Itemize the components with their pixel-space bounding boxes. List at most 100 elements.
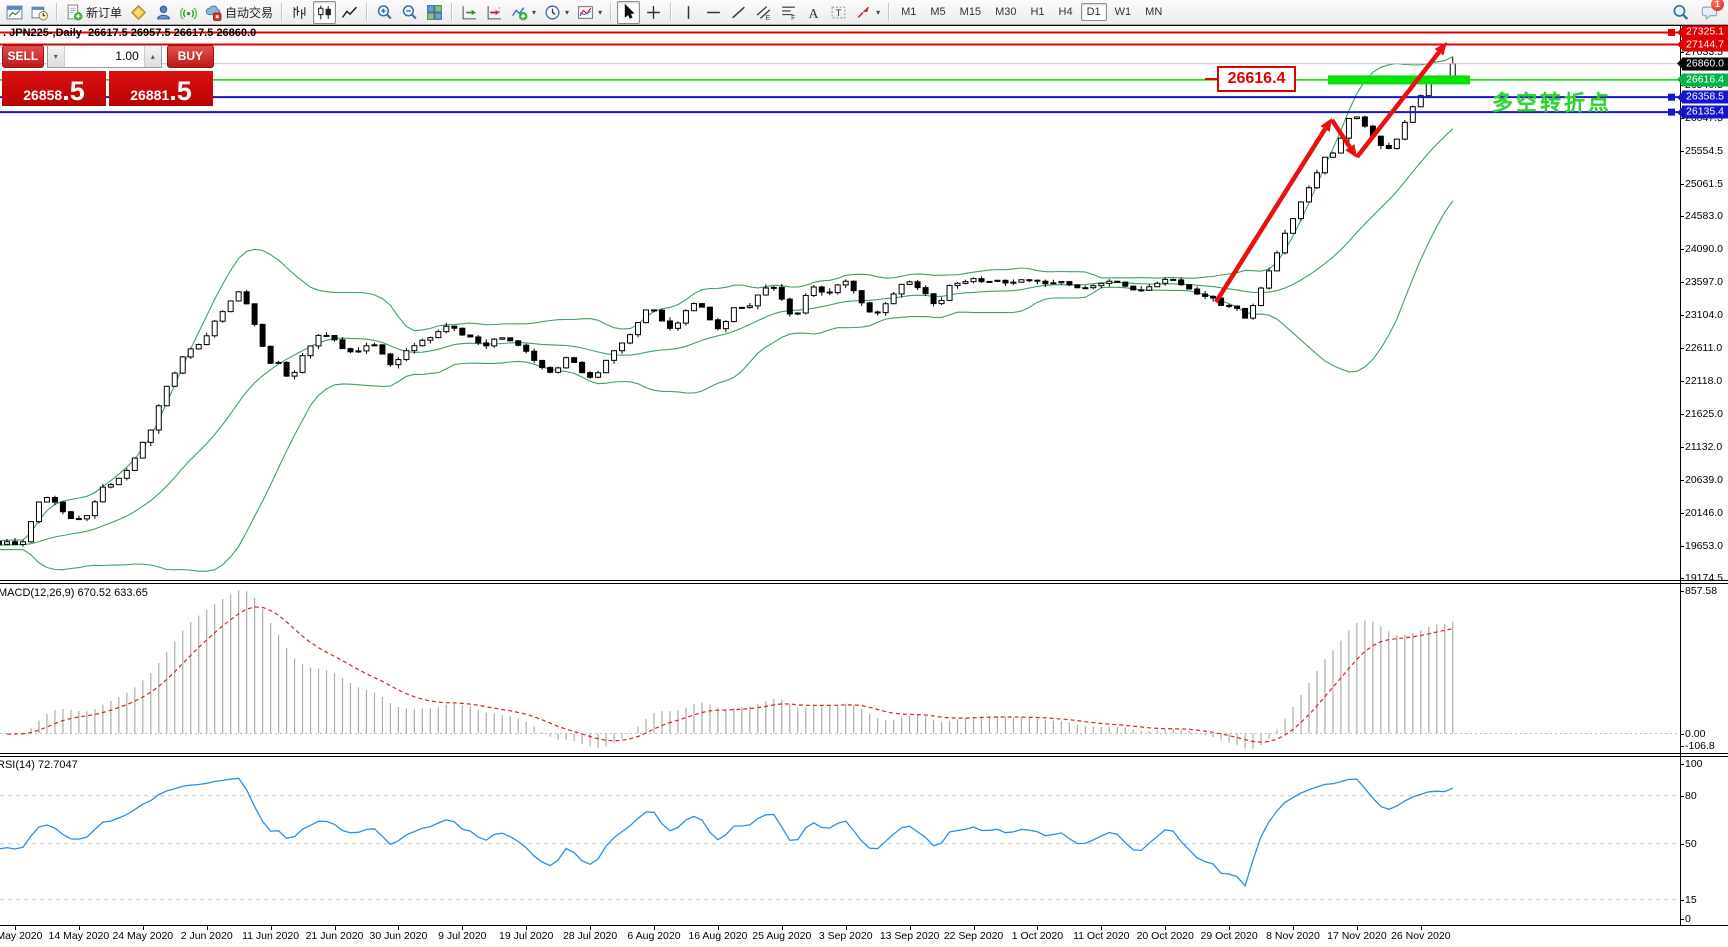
date-axis-label: 22 Sep 2020: [943, 930, 1004, 942]
macd-tick: [1680, 591, 1684, 592]
tf-d1-button[interactable]: D1: [1080, 3, 1107, 21]
date-tick: [654, 926, 655, 930]
horizontal-line-button[interactable]: [702, 1, 725, 24]
sell-price-display[interactable]: 26858.5: [2, 71, 106, 106]
date-axis-label: 3 Sep 2020: [818, 930, 873, 942]
tile-windows-button[interactable]: [423, 1, 446, 24]
sell-button[interactable]: SELL: [2, 45, 44, 68]
price-tick: [1680, 546, 1684, 547]
rsi-divider-bottom[interactable]: [0, 756, 1728, 757]
pivot-zone-text[interactable]: 多空转折点: [1492, 92, 1612, 115]
gold-diamond-button[interactable]: [127, 1, 150, 24]
toolbar-separator: [56, 3, 58, 21]
crosshair-icon: [645, 4, 662, 21]
price-badge-tip: [1677, 92, 1682, 103]
tf-m15-button[interactable]: M15: [959, 6, 982, 18]
arrows-button[interactable]: ▾: [852, 1, 883, 24]
tf-w1-button[interactable]: W1: [1114, 6, 1132, 18]
community-button[interactable]: [152, 1, 175, 24]
auto-scroll-button[interactable]: [458, 1, 481, 24]
chart-clock-icon: [31, 4, 48, 21]
date-tick: [973, 926, 975, 930]
volume-increase-button[interactable]: ▴: [144, 46, 161, 67]
zoom-out-button[interactable]: [398, 1, 421, 24]
profiles-button[interactable]: [28, 1, 51, 24]
date-tick: [526, 926, 528, 930]
search-button[interactable]: [1669, 1, 1692, 24]
candle-chart-type-button[interactable]: [313, 0, 337, 24]
indicators-button[interactable]: ▾: [508, 1, 539, 24]
date-axis-label: 28 Jul 2020: [562, 930, 618, 942]
notifications-button[interactable]: 1: [1698, 0, 1724, 24]
volume-decrease-button[interactable]: ▾: [47, 46, 64, 67]
trendline-button[interactable]: [727, 1, 750, 24]
support-line-2-handle: [1668, 108, 1675, 116]
new-order-button[interactable]: 新订单: [63, 1, 125, 24]
date-tick: [1037, 926, 1039, 930]
price-tick: [1680, 513, 1684, 514]
tf-m30-button[interactable]: M30: [995, 6, 1017, 18]
line-chart-type-button[interactable]: [338, 1, 361, 24]
price-chart[interactable]: [0, 25, 1680, 580]
cloud-stop-icon: [205, 4, 222, 21]
svg-text:F: F: [791, 14, 795, 20]
pivot-zone-bar[interactable]: [1328, 75, 1470, 85]
price-tick: [1680, 183, 1684, 185]
vline-icon: [680, 4, 697, 21]
buy-button[interactable]: BUY: [166, 45, 214, 68]
bars-type-icon: [291, 4, 308, 21]
date-axis-label: 1 Oct 2020: [1011, 930, 1064, 942]
vertical-line-button[interactable]: [677, 1, 700, 24]
pivot-level-label[interactable]: 26616.4: [1217, 66, 1296, 92]
text-label-button[interactable]: T: [827, 1, 850, 24]
price-badge-tip: [1677, 107, 1682, 118]
equidistant-channel-button[interactable]: E: [752, 1, 775, 24]
toolbar-separator: [451, 3, 454, 21]
tf-m5-button[interactable]: M5: [930, 6, 946, 18]
new-order-button-label: 新订单: [86, 5, 123, 20]
sell-price-main: 26858: [23, 86, 63, 103]
dropdown-caret-icon: ▾: [565, 7, 570, 17]
tf-mn-button[interactable]: MN: [1145, 6, 1163, 18]
text-button[interactable]: A: [802, 1, 825, 24]
new-chart-button[interactable]: [3, 1, 26, 24]
buy-price-display[interactable]: 26881.5: [109, 71, 213, 106]
support-line-1-handle: [1668, 93, 1675, 101]
arrows-icon: [855, 4, 872, 21]
templates-button[interactable]: ▾: [574, 1, 605, 24]
tf-m1-button[interactable]: M1: [901, 6, 917, 18]
zoom-in-button[interactable]: [373, 1, 396, 24]
price-axis-label: 19174.5: [1685, 572, 1723, 585]
textA-icon: A: [805, 4, 822, 21]
chart-shift-button[interactable]: [483, 1, 506, 24]
bar-chart-type-button[interactable]: [288, 1, 311, 24]
line-type-icon: [341, 4, 358, 21]
tf-h4-button[interactable]: H4: [1058, 6, 1073, 18]
tf-h1-button[interactable]: H1: [1030, 6, 1045, 18]
price-badge: 27144.7: [1677, 38, 1728, 52]
trend-arrows[interactable]: [1214, 42, 1447, 304]
price-axis-label: 21625.0: [1685, 408, 1723, 421]
date-axis-label: 11 Oct 2020: [1073, 930, 1130, 942]
auto-trading-button[interactable]: 自动交易: [202, 1, 276, 24]
volume-stepper: ▾ 1.00 ▴: [46, 45, 162, 68]
date-tick: [1420, 926, 1422, 930]
date-tick: [142, 926, 144, 930]
crosshair-button[interactable]: [642, 1, 665, 24]
indicator-plus-icon: [511, 4, 528, 21]
rsi-divider-top[interactable]: [0, 753, 1728, 754]
fibonacci-button[interactable]: F: [777, 1, 800, 24]
macd-divider-top[interactable]: [0, 580, 1728, 581]
volume-field[interactable]: 1.00: [63, 46, 145, 67]
date-axis-label: 30 Jun 2020: [369, 930, 428, 942]
level-lines[interactable]: [0, 28, 1680, 116]
cursor-button[interactable]: [617, 0, 641, 24]
date-tick: [206, 926, 208, 930]
macd-panel[interactable]: [0, 584, 1680, 753]
rsi-panel[interactable]: [0, 757, 1680, 925]
signals-button[interactable]: [177, 1, 200, 24]
date-axis-label: 11 Jun 2020: [242, 930, 300, 942]
periods-button[interactable]: ▾: [541, 1, 572, 24]
macd-divider-bottom[interactable]: [0, 583, 1728, 584]
zoom-out-icon: [401, 4, 418, 21]
